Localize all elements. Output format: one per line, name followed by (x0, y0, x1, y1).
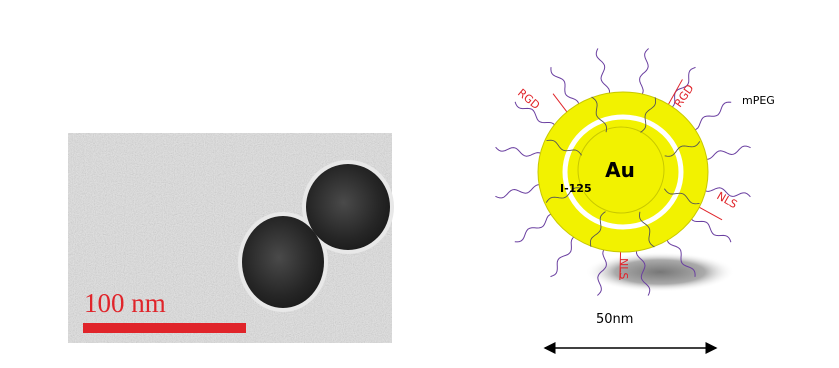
ligands (495, 48, 751, 296)
peptide-link (666, 79, 683, 107)
nls-label: NLS (715, 189, 740, 211)
scale-label: 100 nm (84, 288, 166, 318)
rgd-label: RGD (672, 82, 697, 110)
nls-label: NLS (617, 258, 630, 279)
peptide-link (552, 93, 569, 115)
ligand (635, 246, 651, 296)
ligand (589, 211, 606, 247)
ligand (701, 186, 751, 198)
au-core (577, 126, 665, 214)
ligand (495, 146, 545, 158)
ligand (667, 66, 696, 110)
ligand (597, 246, 608, 296)
ligand (664, 141, 701, 157)
ligand (495, 184, 545, 199)
core-label: Au (605, 158, 635, 182)
scale-bar (83, 323, 246, 333)
ligand (591, 96, 607, 133)
peptide-link (696, 205, 723, 221)
iodine-label: I-125 (560, 182, 592, 195)
tem-image: 100 nm (68, 133, 394, 343)
size-label: 50nm (596, 312, 633, 327)
ligand (550, 67, 580, 109)
particle (242, 216, 324, 308)
inner-ring (562, 114, 684, 230)
ligand (514, 101, 558, 130)
ligand (545, 187, 582, 203)
ligand (638, 48, 649, 98)
peptide-link (619, 249, 622, 280)
ligand (595, 48, 611, 98)
ligand (550, 234, 579, 278)
ligand (546, 139, 582, 156)
nanoparticle-schematic: Au I-125 RGD RGD mPEG NLS NLS 50nm (495, 48, 775, 354)
mpeg-label: mPEG (742, 94, 775, 107)
shell-ligands (545, 96, 701, 248)
ligand (701, 145, 751, 160)
ligand (514, 213, 557, 243)
ligand (688, 214, 732, 243)
ligand (664, 188, 700, 205)
ligand (689, 101, 732, 131)
shadow (585, 252, 735, 292)
ligand (666, 235, 696, 277)
ligand (640, 97, 657, 133)
particle (306, 164, 390, 250)
ligand (639, 211, 655, 248)
